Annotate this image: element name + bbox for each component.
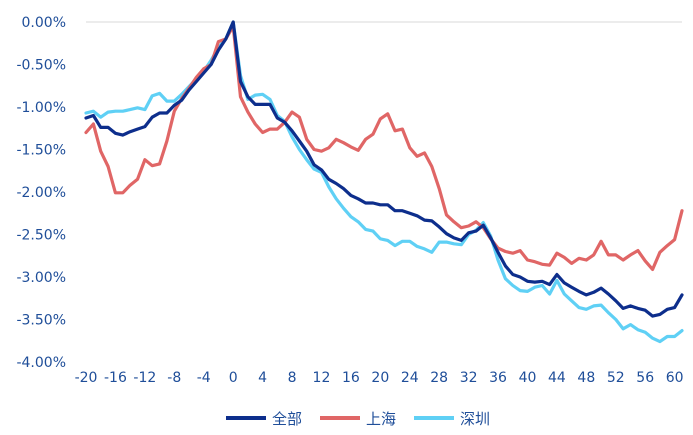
series-layer	[84, 20, 684, 344]
x-tick-label: -16	[104, 370, 127, 386]
legend-label: 深圳	[460, 410, 490, 428]
x-tick-label: 28	[430, 370, 448, 386]
y-tick-label: -2.00%	[16, 185, 66, 201]
x-tick-label: 56	[636, 370, 654, 386]
x-tick-label: -4	[197, 370, 211, 386]
x-tick-label: 12	[313, 370, 331, 386]
x-tick-label: -8	[167, 370, 181, 386]
x-tick-label: -20	[75, 370, 98, 386]
x-tick-label: 4	[258, 370, 267, 386]
legend: 全部 上海 深圳	[226, 410, 490, 428]
y-tick-label: -3.00%	[16, 270, 66, 286]
y-tick-label: -1.00%	[16, 100, 66, 116]
x-tick-label: 52	[607, 370, 625, 386]
x-tick-label: 32	[460, 370, 478, 386]
x-tick-label: 24	[401, 370, 419, 386]
y-axis: 0.00% -0.50% -1.00% -1.50% -2.00% -2.50% -3.00…	[16, 15, 682, 371]
y-tick-label: 0.00%	[22, 15, 66, 31]
x-tick-label: 20	[371, 370, 389, 386]
series-line-3	[84, 20, 684, 344]
x-tick-label: -12	[133, 370, 156, 386]
y-tick-label: -3.50%	[16, 313, 66, 329]
x-tick-label: 16	[342, 370, 360, 386]
y-tick-label: -0.50%	[16, 58, 66, 74]
x-tick-label: 0	[229, 370, 238, 386]
y-tick-label: -4.00%	[16, 355, 66, 371]
x-tick-label: 44	[548, 370, 566, 386]
x-tick-label: 60	[666, 370, 684, 386]
legend-label: 全部	[272, 410, 302, 428]
x-tick-label: 48	[577, 370, 595, 386]
x-tick-label: 8	[288, 370, 297, 386]
series-line-2	[84, 24, 684, 271]
x-axis: -20 -16 -12 -8 -4 0 4 8 12 16 20 24 28 32 36 40 44 48 52 56…	[75, 370, 684, 386]
x-tick-label: 40	[519, 370, 537, 386]
series-line-1	[84, 20, 684, 318]
x-tick-label: 36	[489, 370, 507, 386]
y-tick-label: -1.50%	[16, 143, 66, 159]
y-tick-label: -2.50%	[16, 228, 66, 244]
legend-label: 上海	[366, 410, 396, 428]
